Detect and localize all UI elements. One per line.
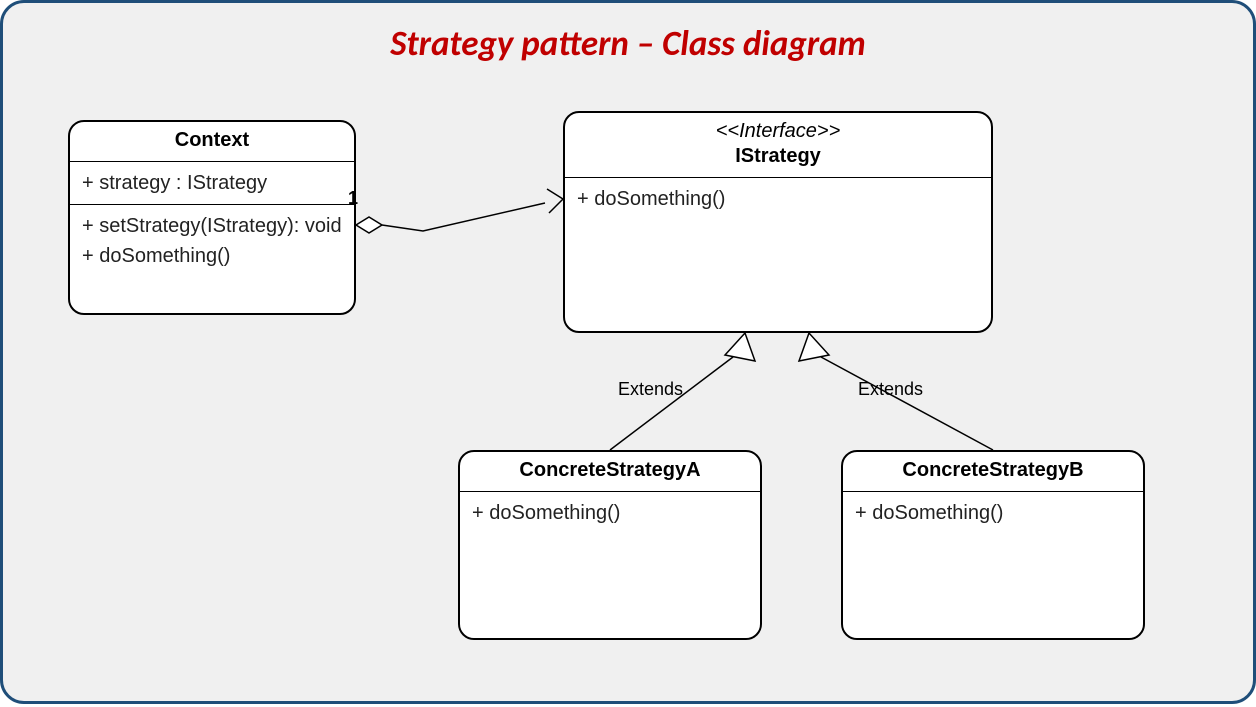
extends-line-a (610, 357, 733, 450)
uml-method: + doSomething() (855, 498, 1131, 528)
uml-method: + doSomething() (577, 184, 979, 214)
uml-methods: + setStrategy(IStrategy): void + doSomet… (70, 205, 354, 277)
uml-class-header: <<Interface>> IStrategy (565, 113, 991, 178)
uml-methods: + doSomething() (843, 492, 1143, 534)
uml-class-header: Context (70, 122, 354, 162)
uml-class-context: Context + strategy : IStrategy + setStra… (68, 120, 356, 315)
uml-method: + doSomething() (472, 498, 748, 528)
generalization-triangle-icon (799, 333, 829, 361)
extends-label-a: Extends (618, 379, 683, 400)
uml-class-concrete-a: ConcreteStrategyA + doSomething() (458, 450, 762, 640)
uml-class-name: IStrategy (575, 144, 981, 169)
uml-method: + doSomething() (82, 241, 342, 271)
multiplicity-label: 1 (348, 188, 358, 209)
generalization-triangle-icon (725, 333, 755, 361)
extends-line-b (821, 357, 993, 450)
uml-attribute: + strategy : IStrategy (82, 168, 342, 198)
uml-methods: + doSomething() (460, 492, 760, 534)
uml-class-name: Context (80, 128, 344, 153)
uml-interface-istrategy: <<Interface>> IStrategy + doSomething() (563, 111, 993, 333)
uml-class-header: ConcreteStrategyA (460, 452, 760, 492)
extends-label-b: Extends (858, 379, 923, 400)
open-arrowhead-icon (547, 189, 563, 213)
uml-methods: + doSomething() (565, 178, 991, 220)
aggregation-diamond-icon (356, 217, 382, 233)
uml-method: + setStrategy(IStrategy): void (82, 211, 342, 241)
uml-class-name: ConcreteStrategyA (470, 458, 750, 483)
aggregation-line (382, 203, 545, 231)
uml-class-name: ConcreteStrategyB (853, 458, 1133, 483)
uml-attributes: + strategy : IStrategy (70, 162, 354, 205)
diagram-title: Strategy pattern – Class diagram (3, 23, 1253, 65)
uml-class-header: ConcreteStrategyB (843, 452, 1143, 492)
uml-stereotype: <<Interface>> (575, 119, 981, 144)
uml-class-concrete-b: ConcreteStrategyB + doSomething() (841, 450, 1145, 640)
diagram-frame: Strategy pattern – Class diagram Context… (0, 0, 1256, 704)
